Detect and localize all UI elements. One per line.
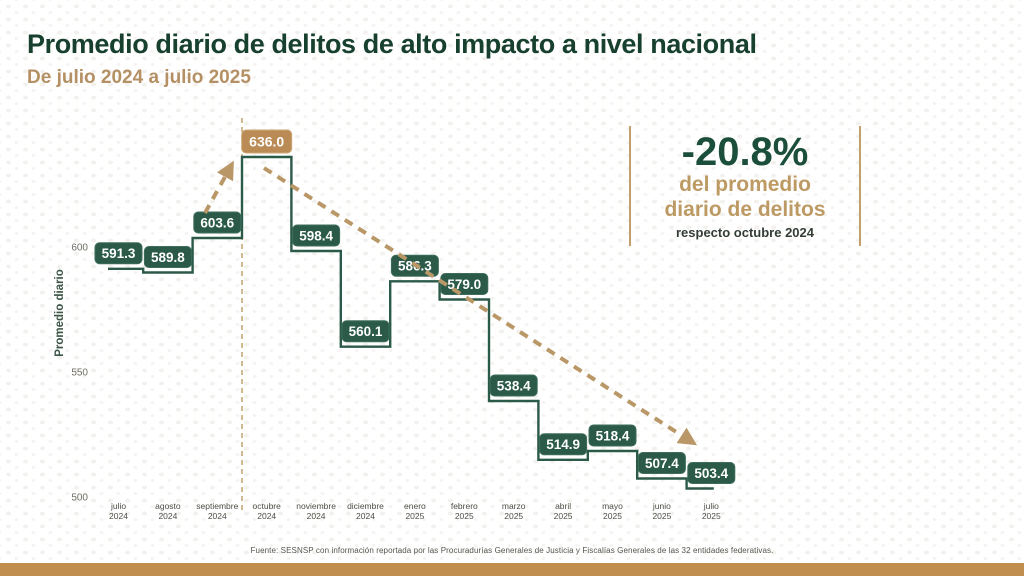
- bottom-accent-bar: [0, 563, 1024, 576]
- y-axis-tick: 500: [71, 493, 88, 504]
- peak-value-label: 636.0: [241, 129, 293, 154]
- stat-caption: respecto octubre 2024: [675, 225, 814, 241]
- page-subtitle: De julio 2024 a julio 2025: [27, 66, 251, 88]
- value-label: 503.4: [687, 462, 736, 484]
- x-axis-month-label: septiembre 2024: [196, 501, 238, 521]
- svg-text:579.0: 579.0: [447, 277, 481, 292]
- x-axis-month-label: enero 2025: [404, 501, 426, 521]
- x-axis-month-label: abril 2025: [554, 501, 573, 521]
- value-label: 589.8: [143, 246, 192, 268]
- svg-text:503.4: 503.4: [694, 466, 728, 481]
- value-label: 560.1: [341, 320, 390, 343]
- y-axis-tick: 600: [71, 243, 88, 254]
- x-axis-month-label: junio 2025: [652, 501, 672, 521]
- trend-arrow-down: [262, 166, 698, 446]
- source-note: Fuente: SESNSP con información reportada…: [250, 546, 774, 555]
- value-label: 507.4: [637, 452, 686, 474]
- svg-text:603.6: 603.6: [200, 215, 234, 230]
- svg-text:589.8: 589.8: [151, 250, 185, 265]
- value-label: 538.4: [489, 374, 538, 397]
- step-line: [108, 155, 714, 490]
- value-label: 591.3: [94, 242, 143, 265]
- svg-text:591.3: 591.3: [102, 246, 136, 261]
- trend-arrow-up: [203, 160, 234, 214]
- stat-value: -20.8%: [681, 129, 809, 174]
- y-axis-tick: 550: [71, 368, 88, 379]
- svg-text:636.0: 636.0: [249, 133, 284, 149]
- svg-text:598.4: 598.4: [299, 228, 333, 243]
- stat-line1: del promedio: [679, 172, 811, 196]
- x-axis-month-label: octubre 2024: [253, 501, 282, 521]
- svg-text:560.1: 560.1: [349, 324, 383, 339]
- stat-line2: diario de delitos: [664, 198, 826, 221]
- y-axis-title: Promedio diario: [54, 269, 66, 357]
- x-axis-month-label: febrero 2025: [451, 501, 478, 521]
- x-axis-month-label: marzo 2025: [502, 501, 526, 521]
- page-title: Promedio diario de delitos de alto impac…: [27, 29, 757, 59]
- x-axis-month-label: agosto 2024: [155, 501, 181, 521]
- value-label: 518.4: [588, 424, 637, 447]
- svg-text:538.4: 538.4: [497, 378, 531, 393]
- value-label: 603.6: [193, 211, 242, 234]
- stat-callout: -20.8% del promedio diario de delitos re…: [629, 126, 861, 246]
- x-axis-month-label: diciembre 2024: [347, 501, 384, 521]
- value-label: 598.4: [292, 224, 341, 247]
- x-axis-month-label: julio 2024: [109, 501, 128, 521]
- svg-text:514.9: 514.9: [546, 437, 580, 452]
- svg-text:507.4: 507.4: [645, 456, 679, 471]
- svg-text:518.4: 518.4: [596, 428, 630, 443]
- x-axis-month-label: julio 2025: [702, 501, 721, 521]
- header: Promedio diario de delitos de alto impac…: [27, 29, 757, 89]
- value-label: 579.0: [440, 273, 489, 295]
- value-label: 514.9: [539, 433, 588, 456]
- x-axis-month-label: noviembre 2024: [296, 501, 336, 521]
- x-axis-month-label: mayo 2025: [602, 501, 623, 521]
